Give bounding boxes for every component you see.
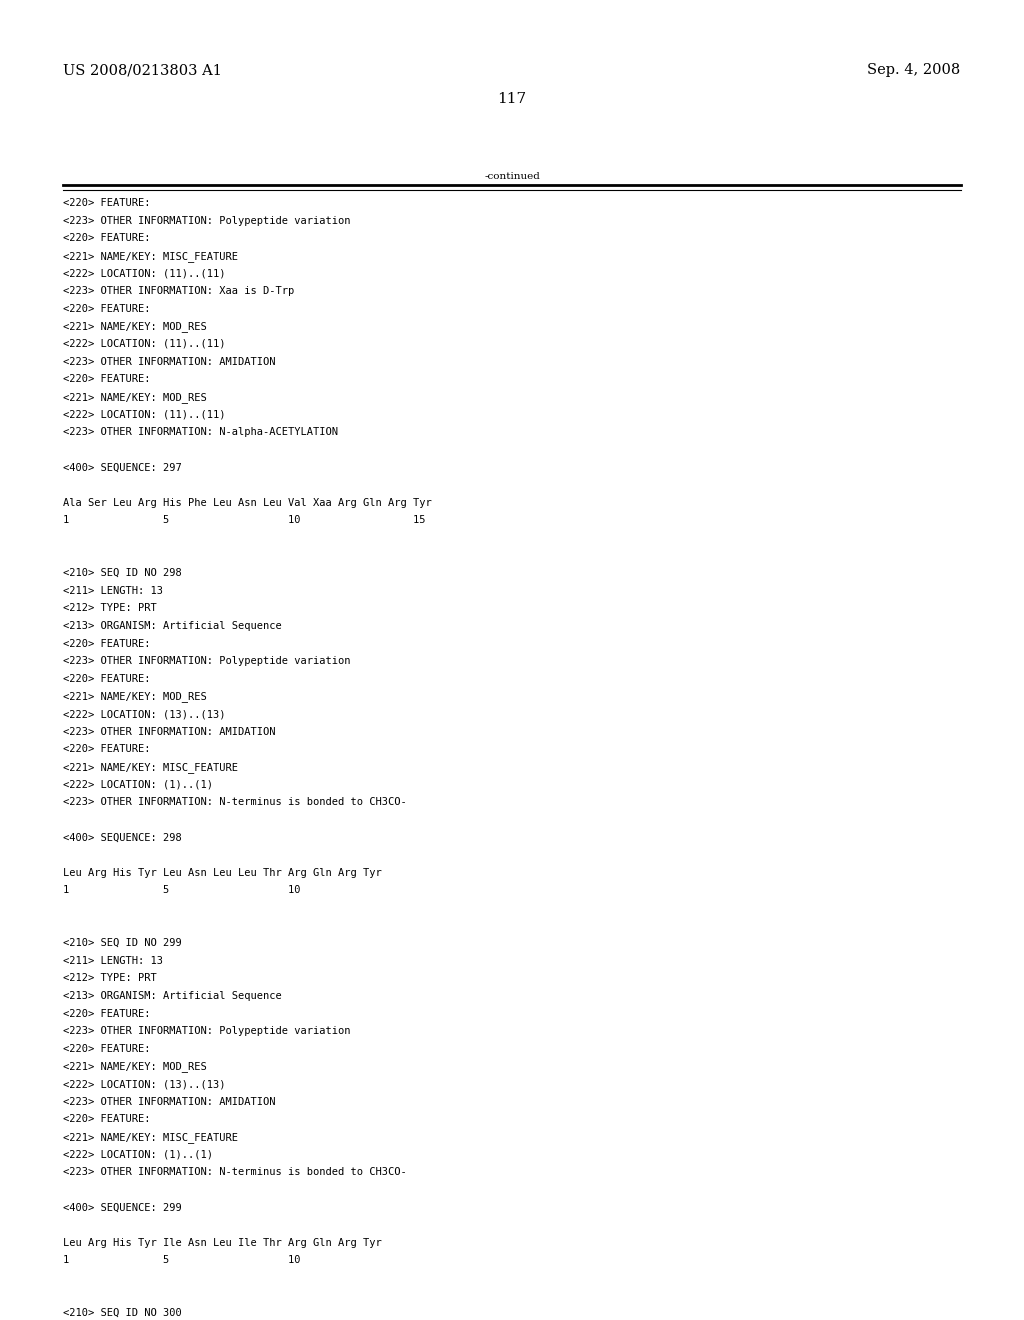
Text: <220> FEATURE:: <220> FEATURE: — [63, 744, 151, 754]
Text: US 2008/0213803 A1: US 2008/0213803 A1 — [63, 63, 222, 78]
Text: Leu Arg His Tyr Leu Asn Leu Leu Thr Arg Gln Arg Tyr: Leu Arg His Tyr Leu Asn Leu Leu Thr Arg … — [63, 867, 382, 878]
Text: <223> OTHER INFORMATION: N-terminus is bonded to CH3CO-: <223> OTHER INFORMATION: N-terminus is b… — [63, 797, 408, 807]
Text: <220> FEATURE:: <220> FEATURE: — [63, 639, 151, 648]
Text: <222> LOCATION: (13)..(13): <222> LOCATION: (13)..(13) — [63, 1080, 226, 1089]
Text: <223> OTHER INFORMATION: Polypeptide variation: <223> OTHER INFORMATION: Polypeptide var… — [63, 656, 351, 667]
Text: <223> OTHER INFORMATION: Polypeptide variation: <223> OTHER INFORMATION: Polypeptide var… — [63, 215, 351, 226]
Text: <220> FEATURE:: <220> FEATURE: — [63, 1008, 151, 1019]
Text: <223> OTHER INFORMATION: AMIDATION: <223> OTHER INFORMATION: AMIDATION — [63, 1097, 276, 1106]
Text: <221> NAME/KEY: MISC_FEATURE: <221> NAME/KEY: MISC_FEATURE — [63, 251, 239, 261]
Text: <210> SEQ ID NO 300: <210> SEQ ID NO 300 — [63, 1308, 182, 1319]
Text: <400> SEQUENCE: 298: <400> SEQUENCE: 298 — [63, 833, 182, 842]
Text: <221> NAME/KEY: MISC_FEATURE: <221> NAME/KEY: MISC_FEATURE — [63, 762, 239, 772]
Text: <222> LOCATION: (11)..(11): <222> LOCATION: (11)..(11) — [63, 268, 226, 279]
Text: <221> NAME/KEY: MOD_RES: <221> NAME/KEY: MOD_RES — [63, 392, 207, 403]
Text: <211> LENGTH: 13: <211> LENGTH: 13 — [63, 586, 164, 595]
Text: <213> ORGANISM: Artificial Sequence: <213> ORGANISM: Artificial Sequence — [63, 620, 283, 631]
Text: <400> SEQUENCE: 299: <400> SEQUENCE: 299 — [63, 1203, 182, 1213]
Text: <220> FEATURE:: <220> FEATURE: — [63, 198, 151, 209]
Text: <222> LOCATION: (1)..(1): <222> LOCATION: (1)..(1) — [63, 1150, 213, 1159]
Text: <220> FEATURE:: <220> FEATURE: — [63, 375, 151, 384]
Text: Sep. 4, 2008: Sep. 4, 2008 — [867, 63, 961, 78]
Text: <222> LOCATION: (1)..(1): <222> LOCATION: (1)..(1) — [63, 780, 213, 789]
Text: <212> TYPE: PRT: <212> TYPE: PRT — [63, 603, 158, 614]
Text: 1               5                   10: 1 5 10 — [63, 1255, 301, 1266]
Text: <221> NAME/KEY: MOD_RES: <221> NAME/KEY: MOD_RES — [63, 692, 207, 702]
Text: <211> LENGTH: 13: <211> LENGTH: 13 — [63, 956, 164, 966]
Text: <222> LOCATION: (11)..(11): <222> LOCATION: (11)..(11) — [63, 339, 226, 348]
Text: <213> ORGANISM: Artificial Sequence: <213> ORGANISM: Artificial Sequence — [63, 991, 283, 1001]
Text: Ala Ser Leu Arg His Phe Leu Asn Leu Val Xaa Arg Gln Arg Tyr: Ala Ser Leu Arg His Phe Leu Asn Leu Val … — [63, 498, 432, 508]
Text: <222> LOCATION: (11)..(11): <222> LOCATION: (11)..(11) — [63, 409, 226, 420]
Text: <210> SEQ ID NO 298: <210> SEQ ID NO 298 — [63, 568, 182, 578]
Text: <220> FEATURE:: <220> FEATURE: — [63, 234, 151, 243]
Text: Leu Arg His Tyr Ile Asn Leu Ile Thr Arg Gln Arg Tyr: Leu Arg His Tyr Ile Asn Leu Ile Thr Arg … — [63, 1238, 382, 1247]
Text: <220> FEATURE:: <220> FEATURE: — [63, 1114, 151, 1125]
Text: <221> NAME/KEY: MISC_FEATURE: <221> NAME/KEY: MISC_FEATURE — [63, 1133, 239, 1143]
Text: <220> FEATURE:: <220> FEATURE: — [63, 304, 151, 314]
Text: <222> LOCATION: (13)..(13): <222> LOCATION: (13)..(13) — [63, 709, 226, 719]
Text: <223> OTHER INFORMATION: Polypeptide variation: <223> OTHER INFORMATION: Polypeptide var… — [63, 1026, 351, 1036]
Text: -continued: -continued — [484, 172, 540, 181]
Text: <400> SEQUENCE: 297: <400> SEQUENCE: 297 — [63, 462, 182, 473]
Text: <223> OTHER INFORMATION: AMIDATION: <223> OTHER INFORMATION: AMIDATION — [63, 356, 276, 367]
Text: 117: 117 — [498, 92, 526, 107]
Text: <223> OTHER INFORMATION: Xaa is D-Trp: <223> OTHER INFORMATION: Xaa is D-Trp — [63, 286, 295, 296]
Text: <221> NAME/KEY: MOD_RES: <221> NAME/KEY: MOD_RES — [63, 1061, 207, 1072]
Text: 1               5                   10: 1 5 10 — [63, 886, 301, 895]
Text: <212> TYPE: PRT: <212> TYPE: PRT — [63, 973, 158, 983]
Text: <220> FEATURE:: <220> FEATURE: — [63, 1044, 151, 1053]
Text: <223> OTHER INFORMATION: AMIDATION: <223> OTHER INFORMATION: AMIDATION — [63, 726, 276, 737]
Text: <220> FEATURE:: <220> FEATURE: — [63, 673, 151, 684]
Text: 1               5                   10                  15: 1 5 10 15 — [63, 515, 426, 525]
Text: <210> SEQ ID NO 299: <210> SEQ ID NO 299 — [63, 939, 182, 948]
Text: <223> OTHER INFORMATION: N-terminus is bonded to CH3CO-: <223> OTHER INFORMATION: N-terminus is b… — [63, 1167, 408, 1177]
Text: <221> NAME/KEY: MOD_RES: <221> NAME/KEY: MOD_RES — [63, 321, 207, 333]
Text: <223> OTHER INFORMATION: N-alpha-ACETYLATION: <223> OTHER INFORMATION: N-alpha-ACETYLA… — [63, 428, 339, 437]
